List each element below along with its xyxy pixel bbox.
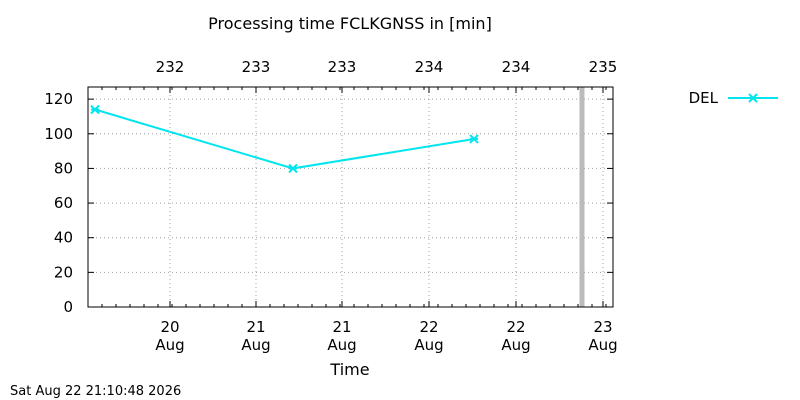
y-tick-label: 80 xyxy=(54,159,73,177)
x-top-tick-label: 235 xyxy=(589,58,618,76)
x-tick-label-day: 20 xyxy=(160,318,179,336)
x-top-tick-label: 233 xyxy=(242,58,271,76)
x-tick-label-day: 21 xyxy=(246,318,265,336)
x-tick-label-day: 22 xyxy=(506,318,525,336)
y-tick-label: 0 xyxy=(63,298,73,316)
data-point xyxy=(469,134,479,144)
x-tick-label-month: Aug xyxy=(327,336,356,354)
x-tick-label-month: Aug xyxy=(414,336,443,354)
data-point xyxy=(90,104,100,115)
legend-label: DEL xyxy=(689,89,719,107)
x-tick-label-month: Aug xyxy=(155,336,184,354)
ticks: 02040608010012020Aug23221Aug23321Aug2332… xyxy=(44,58,617,354)
x-tick-label-day: 21 xyxy=(332,318,351,336)
x-top-tick-label: 234 xyxy=(415,58,444,76)
y-tick-label: 40 xyxy=(54,229,73,247)
x-top-tick-label: 232 xyxy=(156,58,185,76)
series-line-del xyxy=(94,108,475,170)
y-tick-label: 60 xyxy=(54,194,73,212)
x-tick-label-month: Aug xyxy=(588,336,617,354)
data-point xyxy=(288,163,298,174)
legend: DEL xyxy=(689,89,778,107)
y-tick-label: 120 xyxy=(44,90,73,108)
x-top-tick-label: 233 xyxy=(328,58,357,76)
plot-frame xyxy=(87,86,614,308)
y-tick-label: 100 xyxy=(44,125,73,143)
x-tick-label-month: Aug xyxy=(501,336,530,354)
grid xyxy=(88,87,613,307)
y-tick-label: 20 xyxy=(54,263,73,281)
x-tick-label-day: 22 xyxy=(419,318,438,336)
legend-marker xyxy=(748,93,758,103)
x-tick-label-month: Aug xyxy=(241,336,270,354)
x-tick-label-day: 23 xyxy=(593,318,612,336)
x-top-tick-label: 234 xyxy=(502,58,531,76)
timestamp: Sat Aug 22 21:10:48 2026 xyxy=(10,384,181,399)
x-axis-title: Time xyxy=(329,360,369,379)
axes xyxy=(87,86,614,308)
legend-swatch xyxy=(728,93,778,103)
series xyxy=(90,104,479,174)
chart-title: Processing time FCLKGNSS in [min] xyxy=(208,14,492,33)
